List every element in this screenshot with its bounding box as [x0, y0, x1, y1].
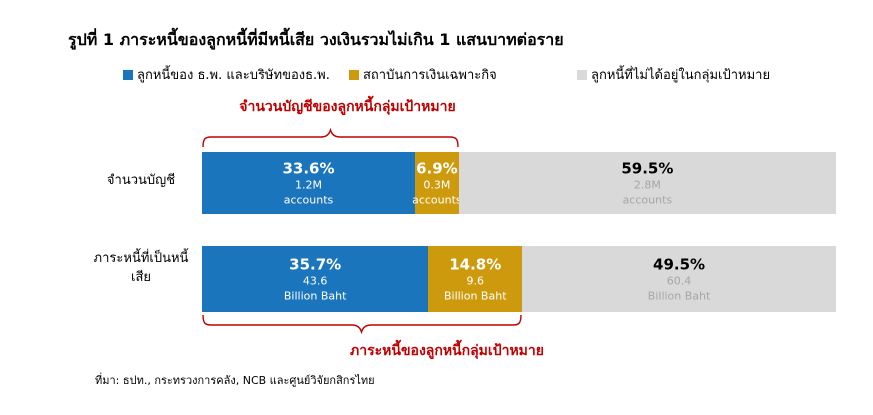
chart-title: รูปที่ 1 ภาระหนี้ของลูกหนี้ที่มีหนี้เสีย… [68, 30, 564, 49]
legend-label: ลูกหนี้ที่ไม่ได้อยู่ในกลุ่มเป้าหมาย [591, 68, 771, 83]
bottom-annotation: ภาระหนี้ของลูกหนี้กลุ่มเป้าหมาย [350, 343, 544, 359]
bar-segment-1-0: 35.7% 43.6 Billion Baht [202, 246, 429, 312]
segment-percent-label: 14.8% [449, 255, 502, 274]
bar-segment-labels: 14.8% 9.6 Billion Baht [444, 255, 507, 304]
bar-segment-labels: 59.5% 2.8M accounts [621, 159, 673, 208]
bar-row-bad-debt: 35.7% 43.6 Billion Baht 14.8% 9.6 Billion Bah… [202, 246, 836, 312]
source-note: ที่มา: ธปท., กระทรวงการคลัง, NCB และศูนย… [95, 374, 375, 387]
segment-value-label: 9.6 [466, 274, 484, 288]
top-annotation: จำนวนบัญชีของลูกหนี้กลุ่มเป้าหมาย [239, 99, 456, 115]
segment-percent-label: 49.5% [653, 255, 706, 274]
bar-segment-labels: 33.6% 1.2M accounts [282, 159, 334, 208]
bar-segment-1-2: 49.5% 60.4 Billion Baht [522, 246, 836, 312]
legend-label: สถาบันการเงินเฉพาะกิจ [363, 68, 497, 83]
legend-swatch-gray-icon [577, 70, 587, 80]
segment-unit-label: Billion Baht [283, 289, 347, 303]
segment-unit-label: Billion Baht [443, 289, 507, 303]
segment-percent-label: 35.7% [289, 255, 342, 274]
legend-swatch-blue-icon [123, 70, 133, 80]
bar-segment-1-1: 14.8% 9.6 Billion Baht [428, 246, 523, 312]
segment-value-label: 0.3M [423, 178, 451, 192]
segment-unit-label: accounts [412, 193, 462, 207]
legend-item-sfi: สถาบันการเงินเฉพาะกิจ [349, 64, 497, 85]
segment-percent-label: 59.5% [621, 159, 674, 178]
segment-percent-label: 6.9% [416, 159, 458, 178]
segment-value-label: 43.6 [302, 274, 328, 288]
category-label-bad-debt: ภาระหนี้ที่เป็นหนี้เสีย [93, 251, 189, 285]
segment-value-label: 2.8M [633, 178, 661, 192]
bar-segment-0-1: 6.9% 0.3M accounts [412, 152, 462, 214]
top-brace [202, 128, 459, 148]
legend-swatch-gold-icon [349, 70, 359, 80]
segment-unit-label: accounts [283, 193, 334, 207]
legend-item-non-target: ลูกหนี้ที่ไม่ได้อยู่ในกลุ่มเป้าหมาย [577, 64, 770, 85]
legend-label: ลูกหนี้ของ ธ.พ. และบริษัทของธ.พ. [137, 68, 330, 83]
category-label-accounts: จำนวนบัญชี [106, 173, 176, 188]
bar-segment-labels: 49.5% 60.4 Billion Baht [648, 255, 711, 304]
segment-unit-label: Billion Baht [647, 289, 711, 303]
legend-item-commercial-banks: ลูกหนี้ของ ธ.พ. และบริษัทของธ.พ. [123, 64, 330, 85]
bar-segment-labels: 35.7% 43.6 Billion Baht [284, 255, 347, 304]
bar-row-accounts: 33.6% 1.2M accounts 6.9% 0.3M accounts 59.5% 2.… [202, 152, 836, 214]
segment-percent-label: 33.6% [282, 159, 335, 178]
segment-unit-label: accounts [622, 193, 673, 207]
bar-segment-labels: 6.9% 0.3M accounts [412, 159, 462, 208]
bar-segment-0-2: 59.5% 2.8M accounts [458, 152, 836, 214]
bar-segment-0-0: 33.6% 1.2M accounts [202, 152, 416, 214]
segment-value-label: 1.2M [295, 178, 322, 192]
segment-value-label: 60.4 [666, 274, 692, 288]
bottom-brace [202, 314, 522, 334]
